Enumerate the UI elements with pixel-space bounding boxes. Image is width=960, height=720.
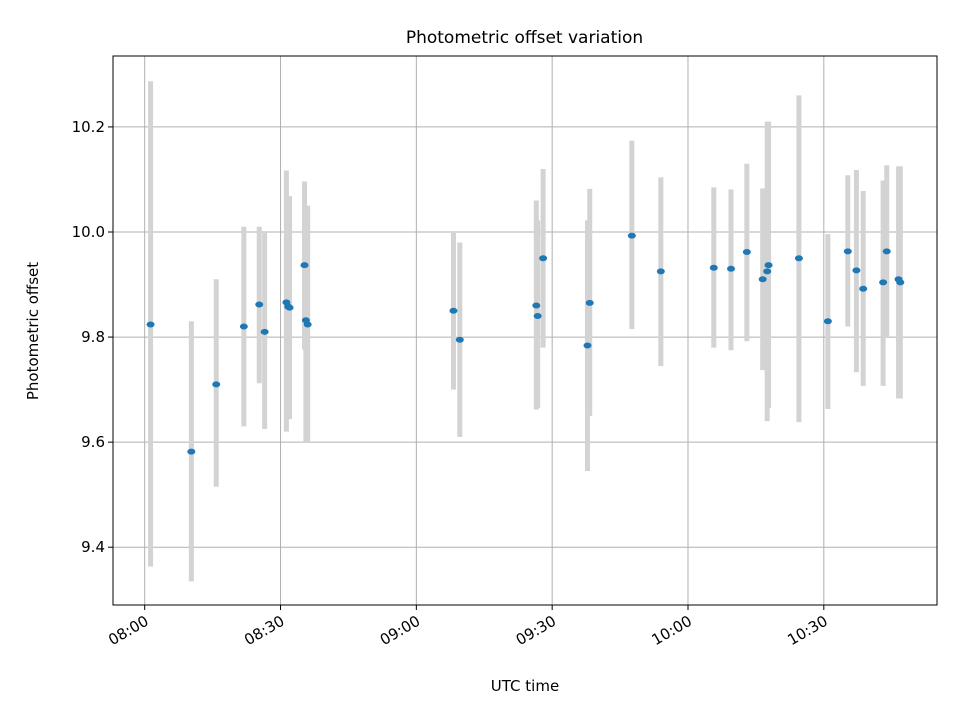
data-point <box>260 328 269 335</box>
data-point <box>823 318 832 325</box>
data-points <box>146 232 905 455</box>
data-point <box>859 285 868 292</box>
y-tick-label: 10.0 <box>72 223 105 241</box>
data-point <box>709 264 718 271</box>
data-point <box>449 307 458 314</box>
data-point <box>533 313 542 320</box>
y-tick-label: 9.6 <box>81 433 105 451</box>
y-axis: 9.4 9.6 9.8 10.0 10.2 <box>72 118 113 556</box>
data-point <box>585 299 594 306</box>
data-point <box>794 255 803 262</box>
data-point <box>300 262 309 269</box>
data-point <box>285 304 294 311</box>
y-tick-label: 9.8 <box>81 328 105 346</box>
data-point <box>852 267 861 274</box>
data-point <box>879 279 888 286</box>
data-point <box>532 302 541 309</box>
data-point <box>758 276 767 283</box>
data-point <box>187 448 196 455</box>
data-point <box>539 255 548 262</box>
data-point <box>212 381 221 388</box>
data-point <box>843 248 852 255</box>
y-tick-label: 9.4 <box>81 538 105 556</box>
y-axis-label: Photometric offset <box>24 262 42 400</box>
x-axis-label: UTC time <box>491 677 559 695</box>
chart-title: Photometric offset variation <box>406 28 643 48</box>
data-point <box>763 268 772 275</box>
plot-frame <box>112 55 938 606</box>
data-point <box>727 265 735 272</box>
data-point <box>656 268 665 275</box>
data-point <box>742 248 751 255</box>
data-point <box>146 321 155 328</box>
data-point <box>583 342 592 349</box>
data-point <box>455 336 464 343</box>
data-point <box>882 248 891 255</box>
data-point <box>896 279 905 286</box>
data-point <box>627 232 636 239</box>
y-tick-label: 10.2 <box>72 118 105 136</box>
data-point <box>764 262 773 269</box>
data-point <box>303 321 312 328</box>
data-point <box>239 323 248 330</box>
data-point <box>255 301 264 308</box>
